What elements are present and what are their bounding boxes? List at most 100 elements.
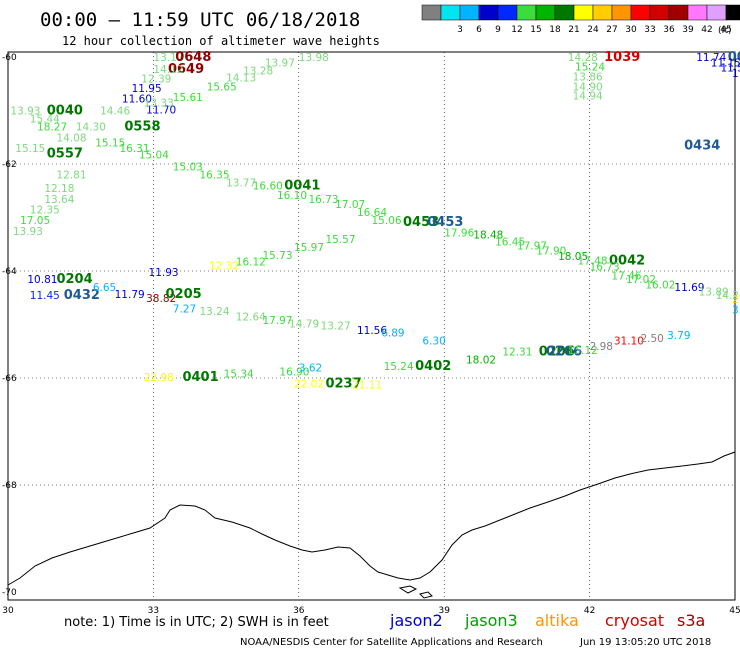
wave-height-label: 13.28 [243, 65, 273, 77]
pass-time-label: 0453 [427, 215, 463, 230]
graticule: 30 33 36 39 42 45 -60 -62 -64 -66 -68 -70 [2, 52, 740, 616]
wave-height-label: 14.12 [153, 64, 183, 76]
wave-height-label: 13.93 [13, 226, 43, 238]
wave-height-label: 15.61 [173, 92, 203, 104]
pass-time-label: 0557 [47, 146, 83, 161]
pass-time-label: 0558 [124, 120, 160, 135]
color-bin-label: 18 [549, 25, 561, 35]
color-bin [630, 4, 651, 21]
wave-height-label: 17.05 [20, 215, 50, 227]
wave-height-label: 22.02 [294, 378, 324, 390]
color-bin-label: 30 [625, 25, 637, 35]
color-bin [592, 4, 613, 21]
pass-time-label: 0205 [166, 287, 202, 302]
wave-height-label: 31.10 [614, 336, 644, 348]
wave-height-label: 14.08 [56, 132, 86, 144]
wave-height-label: 15.44 [30, 114, 60, 126]
color-bin-label: 36 [663, 25, 675, 35]
wave-height-label: 14.79 [289, 318, 319, 330]
color-bin-label: 21 [568, 25, 579, 35]
wave-height-label: 13.33 [144, 97, 174, 109]
satellite-legend: jason2 jason3 altika cryosat s3a [389, 611, 705, 630]
wave-height-label: 18.02 [466, 354, 496, 366]
pass-time-label: 0204 [56, 272, 92, 287]
wave-height-label: 13.17 [153, 52, 183, 64]
color-bin [421, 4, 442, 21]
latitude-label: -60 [2, 53, 17, 63]
wave-height-label: 3.8 [732, 305, 740, 317]
wave-height-label: 17.07 [335, 199, 365, 211]
wave-height-label: 14.94 [573, 91, 603, 103]
wave-height-label: 11.70 [146, 104, 176, 116]
wave-height-label: 2.50 [640, 333, 663, 345]
pass-time-label: 0042 [609, 253, 645, 268]
latitude-label: -70 [2, 588, 17, 598]
island-2 [419, 591, 433, 599]
wave-height-label: 16.12 [236, 256, 266, 268]
wave-height-label: 6.65 [93, 282, 116, 294]
wave-height-label: 11.93 [149, 267, 179, 279]
color-bin [535, 4, 556, 21]
color-bin-label: 9 [495, 25, 501, 35]
color-bin [554, 4, 575, 21]
wave-height-label: 12.32 [209, 261, 239, 273]
wave-height-label: 13.64 [44, 194, 74, 206]
wave-height-label: 13.89 [699, 286, 729, 298]
color-bin-label: 15 [530, 25, 541, 35]
wave-height-label: 6.89 [381, 328, 404, 340]
legend-satellite-altika: altika [535, 611, 579, 630]
wave-height-label: 16.90 [279, 367, 309, 379]
color-bin [497, 4, 518, 21]
longitude-label: 42 [584, 606, 595, 616]
wave-height-label: 12.35 [30, 204, 60, 216]
wave-height-label: 6.30 [422, 336, 445, 348]
wave-height-label: 16.31 [119, 143, 149, 155]
wave-height-label: 16.60 [253, 180, 283, 192]
color-scale-bar: 36912151821242730333639424570 [421, 4, 740, 35]
pass-time-label: 0206 [539, 344, 575, 359]
map-frame [7, 51, 736, 601]
wave-height-label: 15.04 [139, 149, 169, 161]
wave-height-label: 15.65 [207, 81, 237, 93]
pass-time-label: 0401 [182, 370, 218, 385]
wave-height-label: 17.90 [536, 246, 566, 258]
pass-time-label: 0453 [403, 215, 439, 230]
wave-height-label: 11.45 [30, 290, 60, 302]
wave-height-label: 15.03 [173, 162, 203, 174]
longitude-label: 45 [729, 606, 740, 616]
legend-satellite-jason2: jason2 [389, 611, 443, 630]
longitude-label: 36 [293, 606, 305, 616]
wave-height-label: 11.95 [132, 83, 162, 95]
color-scale-unit: (ft) [718, 26, 732, 36]
wave-height-label: 16.45 [495, 237, 525, 249]
wave-height-label: 13.86 [573, 71, 603, 83]
wave-height-label: 13.97 [265, 57, 295, 69]
wave-height-label: 17.48 [577, 255, 607, 267]
wave-height-label: 3.79 [667, 330, 690, 342]
wave-height-label: 14.28 [568, 52, 598, 64]
wave-height-label: 15.97 [294, 242, 324, 254]
wave-height-label: 11.9 [732, 68, 740, 80]
color-bin-label: 6 [476, 25, 482, 35]
color-bin [516, 4, 537, 21]
wave-height-label: 2.98 [590, 341, 613, 353]
wave-height-label: 17.96 [444, 227, 474, 239]
wave-height-label: 12.81 [56, 170, 86, 182]
color-bin-label: 39 [682, 25, 694, 35]
wave-height-label: 16.35 [199, 170, 229, 182]
wave-height-label: 11.69 [674, 282, 704, 294]
color-bin [668, 4, 689, 21]
wave-height-label: 11.60 [122, 94, 152, 106]
wave-height-label: 15.15 [15, 143, 45, 155]
wave-height-label: 15.06 [372, 215, 402, 227]
wave-height-label: 14.90 [573, 81, 603, 93]
wave-height-label: 13.98 [299, 52, 329, 64]
longitude-label: 33 [148, 606, 159, 616]
wave-height-label: 12.18 [44, 183, 74, 195]
pass-time-label: 0434 [684, 138, 720, 153]
antarctica-coastline [7, 451, 736, 599]
wave-height-label: 15.15 [95, 138, 125, 150]
wave-height-label: 15.34 [224, 369, 254, 381]
wave-height-label: 15.24 [384, 361, 414, 373]
color-bin [611, 4, 632, 21]
